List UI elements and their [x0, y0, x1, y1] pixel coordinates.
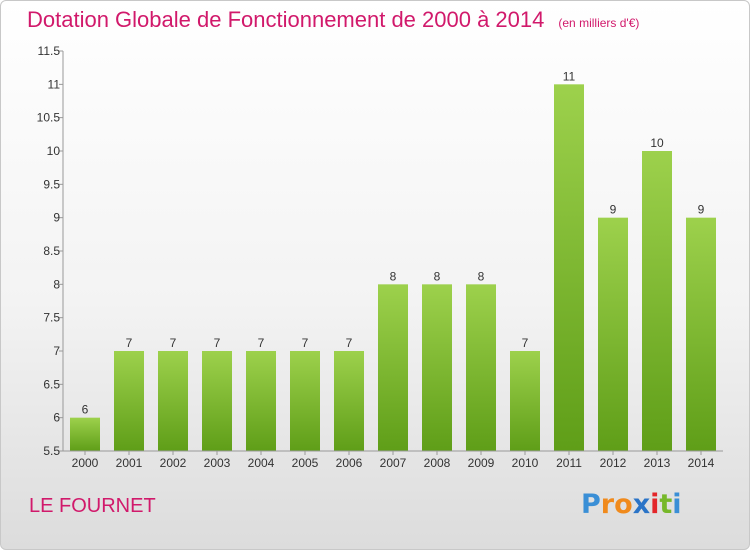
data-label: 7	[346, 336, 353, 350]
y-tick-label: 11	[48, 77, 61, 91]
bars-layer	[70, 84, 716, 451]
logo-letter: x	[632, 489, 651, 520]
chart-title-text: Dotation Globale de Fonctionnement de 20…	[27, 7, 545, 32]
y-tick-label: 11.5	[38, 44, 61, 58]
bar	[334, 351, 364, 451]
bar	[378, 284, 408, 451]
logo-letter: r	[600, 489, 615, 520]
x-tick-label: 2005	[292, 456, 319, 470]
logo-letter: i	[650, 489, 660, 520]
data-label: 8	[478, 269, 485, 283]
data-label: 8	[434, 269, 441, 283]
bar	[70, 417, 100, 451]
y-tick-label: 6.5	[43, 377, 60, 391]
data-label: 11	[563, 69, 576, 83]
x-tick-label: 2004	[248, 456, 275, 470]
bar	[686, 217, 716, 451]
proxiti-logo[interactable]: Proxiti	[581, 489, 682, 520]
x-tick-label: 2010	[512, 456, 539, 470]
data-label: 9	[610, 203, 617, 217]
bar	[246, 351, 276, 451]
bar	[466, 284, 496, 451]
data-label: 10	[650, 136, 664, 150]
data-label: 7	[170, 336, 177, 350]
x-tick-label: 2000	[72, 456, 99, 470]
axes-layer: 5.5 6 6.5 7 7.5 8 8.5 9 9.5 10 10.5 11 11.5 2000 6 2001…	[37, 44, 723, 470]
bar	[510, 351, 540, 451]
y-tick-label: 9.5	[43, 177, 60, 191]
data-label: 8	[390, 269, 397, 283]
y-tick-label: 5.5	[43, 444, 60, 458]
logo-letter: i	[672, 489, 682, 520]
data-label: 7	[522, 336, 529, 350]
y-tick-label: 10	[47, 144, 61, 158]
bar	[202, 351, 232, 451]
chart-unit: (en milliers d'€)	[558, 16, 640, 30]
bar	[114, 351, 144, 451]
x-tick-label: 2011	[556, 456, 582, 470]
x-tick-label: 2012	[600, 456, 627, 470]
chart-title: Dotation Globale de Fonctionnement de 20…	[27, 7, 639, 33]
y-tick-label: 7.5	[43, 311, 60, 325]
place-name: LE FOURNET	[29, 495, 156, 517]
bar	[290, 351, 320, 451]
bar	[642, 151, 672, 451]
x-tick-label: 2001	[116, 456, 143, 470]
y-tick-label: 6	[53, 411, 60, 425]
data-label: 7	[258, 336, 265, 350]
bar	[598, 217, 628, 451]
data-label: 9	[698, 203, 705, 217]
y-tick-label: 10.5	[37, 111, 61, 125]
x-tick-label: 2014	[688, 456, 715, 470]
x-tick-label: 2002	[160, 456, 187, 470]
y-tick-label: 7	[53, 344, 60, 358]
x-tick-label: 2007	[380, 456, 407, 470]
data-label: 7	[302, 336, 309, 350]
data-label: 7	[214, 336, 221, 350]
x-tick-label: 2008	[424, 456, 451, 470]
data-label: 6	[82, 403, 89, 417]
bar	[422, 284, 452, 451]
x-tick-label: 2009	[468, 456, 495, 470]
x-tick-label: 2003	[204, 456, 231, 470]
x-tick-label: 2006	[336, 456, 363, 470]
logo-letter: P	[581, 489, 601, 520]
logo-letter: t	[659, 489, 673, 520]
x-tick-label: 2013	[644, 456, 671, 470]
y-tick-label: 8	[53, 277, 60, 291]
logo-letter: o	[614, 489, 633, 520]
y-tick-label: 9	[53, 211, 60, 225]
bar	[158, 351, 188, 451]
y-tick-label: 8.5	[43, 244, 60, 258]
bar	[554, 84, 584, 451]
data-label: 7	[126, 336, 133, 350]
